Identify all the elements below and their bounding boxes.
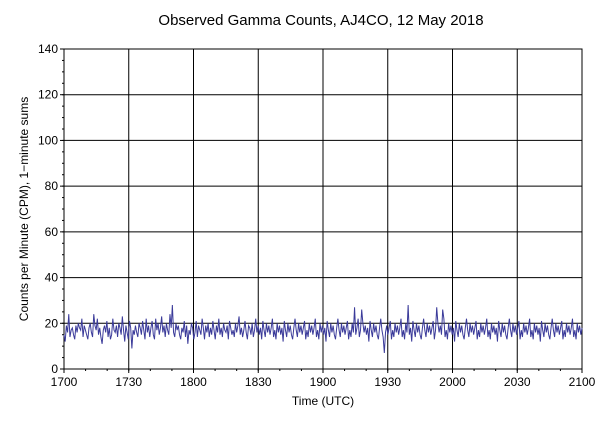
grid: [64, 49, 582, 369]
x-tick-label: 1800: [180, 375, 207, 389]
x-tick-label: 2030: [504, 375, 531, 389]
x-tick-labels: 1700 1730 1800 1830 1900 1930 2000 2030 2100: [51, 375, 596, 389]
x-tick-label: 1730: [115, 375, 142, 389]
x-tick-label: 1830: [245, 375, 272, 389]
y-tick-label: 0: [51, 362, 58, 376]
x-tick-label: 1900: [310, 375, 337, 389]
y-tick-labels: 0 20 40 60 80 100 120 140: [38, 42, 58, 376]
y-tick-label: 120: [38, 88, 58, 102]
tick-marks: [60, 48, 583, 373]
x-tick-label: 1930: [374, 375, 401, 389]
x-axis-label: Time (UTC): [292, 394, 354, 408]
y-tick-label: 80: [45, 179, 59, 193]
x-tick-label: 1700: [51, 375, 78, 389]
y-tick-label: 40: [45, 271, 59, 285]
x-tick-label: 2000: [439, 375, 466, 389]
x-tick-label: 2100: [569, 375, 596, 389]
y-tick-label: 20: [45, 316, 59, 330]
series-line: [63, 304, 583, 354]
series-group: [63, 304, 583, 354]
y-tick-label: 140: [38, 42, 58, 56]
y-tick-label: 100: [38, 133, 58, 147]
y-axis-label: Counts per Minute (CPM), 1−minute sums: [17, 97, 31, 321]
chart-title: Observed Gamma Counts, AJ4CO, 12 May 201…: [158, 12, 483, 29]
y-tick-label: 60: [45, 225, 59, 239]
